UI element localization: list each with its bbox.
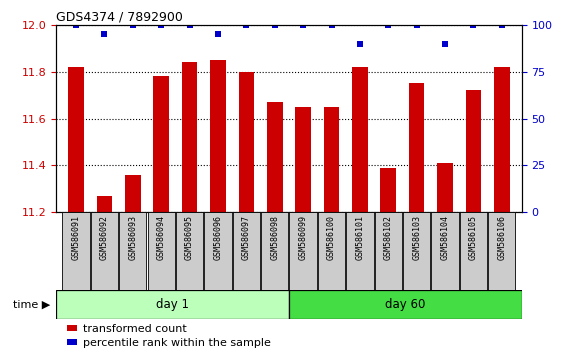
Point: [100, 32, 109, 37]
Text: GSM586103: GSM586103: [412, 215, 421, 260]
Text: GSM586094: GSM586094: [157, 215, 165, 260]
Text: GSM586095: GSM586095: [185, 215, 194, 260]
Bar: [488, 212, 516, 290]
Point: [384, 22, 393, 28]
Bar: [238, 72, 254, 212]
Text: GSM586105: GSM586105: [469, 215, 478, 260]
Point: [469, 22, 478, 28]
Point: [128, 22, 137, 28]
Bar: [352, 67, 367, 212]
Point: [242, 22, 251, 28]
Point: [270, 22, 279, 28]
Bar: [494, 67, 509, 212]
Bar: [148, 212, 175, 290]
Bar: [409, 84, 425, 212]
Bar: [119, 212, 146, 290]
Bar: [437, 163, 453, 212]
Point: [298, 22, 307, 28]
Bar: [403, 212, 430, 290]
Bar: [431, 212, 459, 290]
Text: GSM586091: GSM586091: [71, 215, 80, 260]
Text: GSM586104: GSM586104: [440, 215, 449, 260]
Text: day 1: day 1: [156, 298, 189, 311]
Bar: [346, 212, 374, 290]
Text: GSM586092: GSM586092: [100, 215, 109, 260]
Bar: [289, 212, 317, 290]
Point: [185, 22, 194, 28]
Text: GDS4374 / 7892900: GDS4374 / 7892900: [56, 11, 183, 24]
Text: GSM586106: GSM586106: [498, 215, 507, 260]
Bar: [261, 212, 288, 290]
Bar: [466, 91, 481, 212]
Point: [157, 22, 165, 28]
Text: day 60: day 60: [385, 298, 425, 311]
Point: [440, 41, 449, 46]
Text: GSM586099: GSM586099: [298, 215, 307, 260]
Bar: [62, 212, 90, 290]
Bar: [375, 212, 402, 290]
Bar: [153, 76, 169, 212]
Bar: [96, 196, 112, 212]
Bar: [267, 102, 283, 212]
Text: GSM586093: GSM586093: [128, 215, 137, 260]
Text: time ▶: time ▶: [13, 299, 50, 309]
Point: [412, 22, 421, 28]
Point: [356, 41, 365, 46]
Bar: [318, 212, 345, 290]
Point: [327, 22, 336, 28]
Text: GSM586100: GSM586100: [327, 215, 336, 260]
Bar: [182, 62, 197, 212]
Text: GSM586097: GSM586097: [242, 215, 251, 260]
Bar: [324, 107, 339, 212]
Bar: [204, 212, 232, 290]
Text: GSM586096: GSM586096: [213, 215, 222, 260]
Point: [498, 22, 507, 28]
Bar: [210, 60, 226, 212]
Bar: [68, 67, 84, 212]
Bar: [289, 290, 522, 319]
Point: [71, 22, 80, 28]
Text: GSM586102: GSM586102: [384, 215, 393, 260]
Bar: [125, 175, 141, 212]
Bar: [91, 212, 118, 290]
Bar: [56, 290, 289, 319]
Point: [213, 32, 222, 37]
Bar: [176, 212, 203, 290]
Text: GSM586098: GSM586098: [270, 215, 279, 260]
Text: GSM586101: GSM586101: [356, 215, 365, 260]
Text: percentile rank within the sample: percentile rank within the sample: [83, 338, 271, 348]
Bar: [380, 168, 396, 212]
Text: transformed count: transformed count: [83, 324, 187, 334]
Bar: [460, 212, 487, 290]
Bar: [295, 107, 311, 212]
Bar: [233, 212, 260, 290]
